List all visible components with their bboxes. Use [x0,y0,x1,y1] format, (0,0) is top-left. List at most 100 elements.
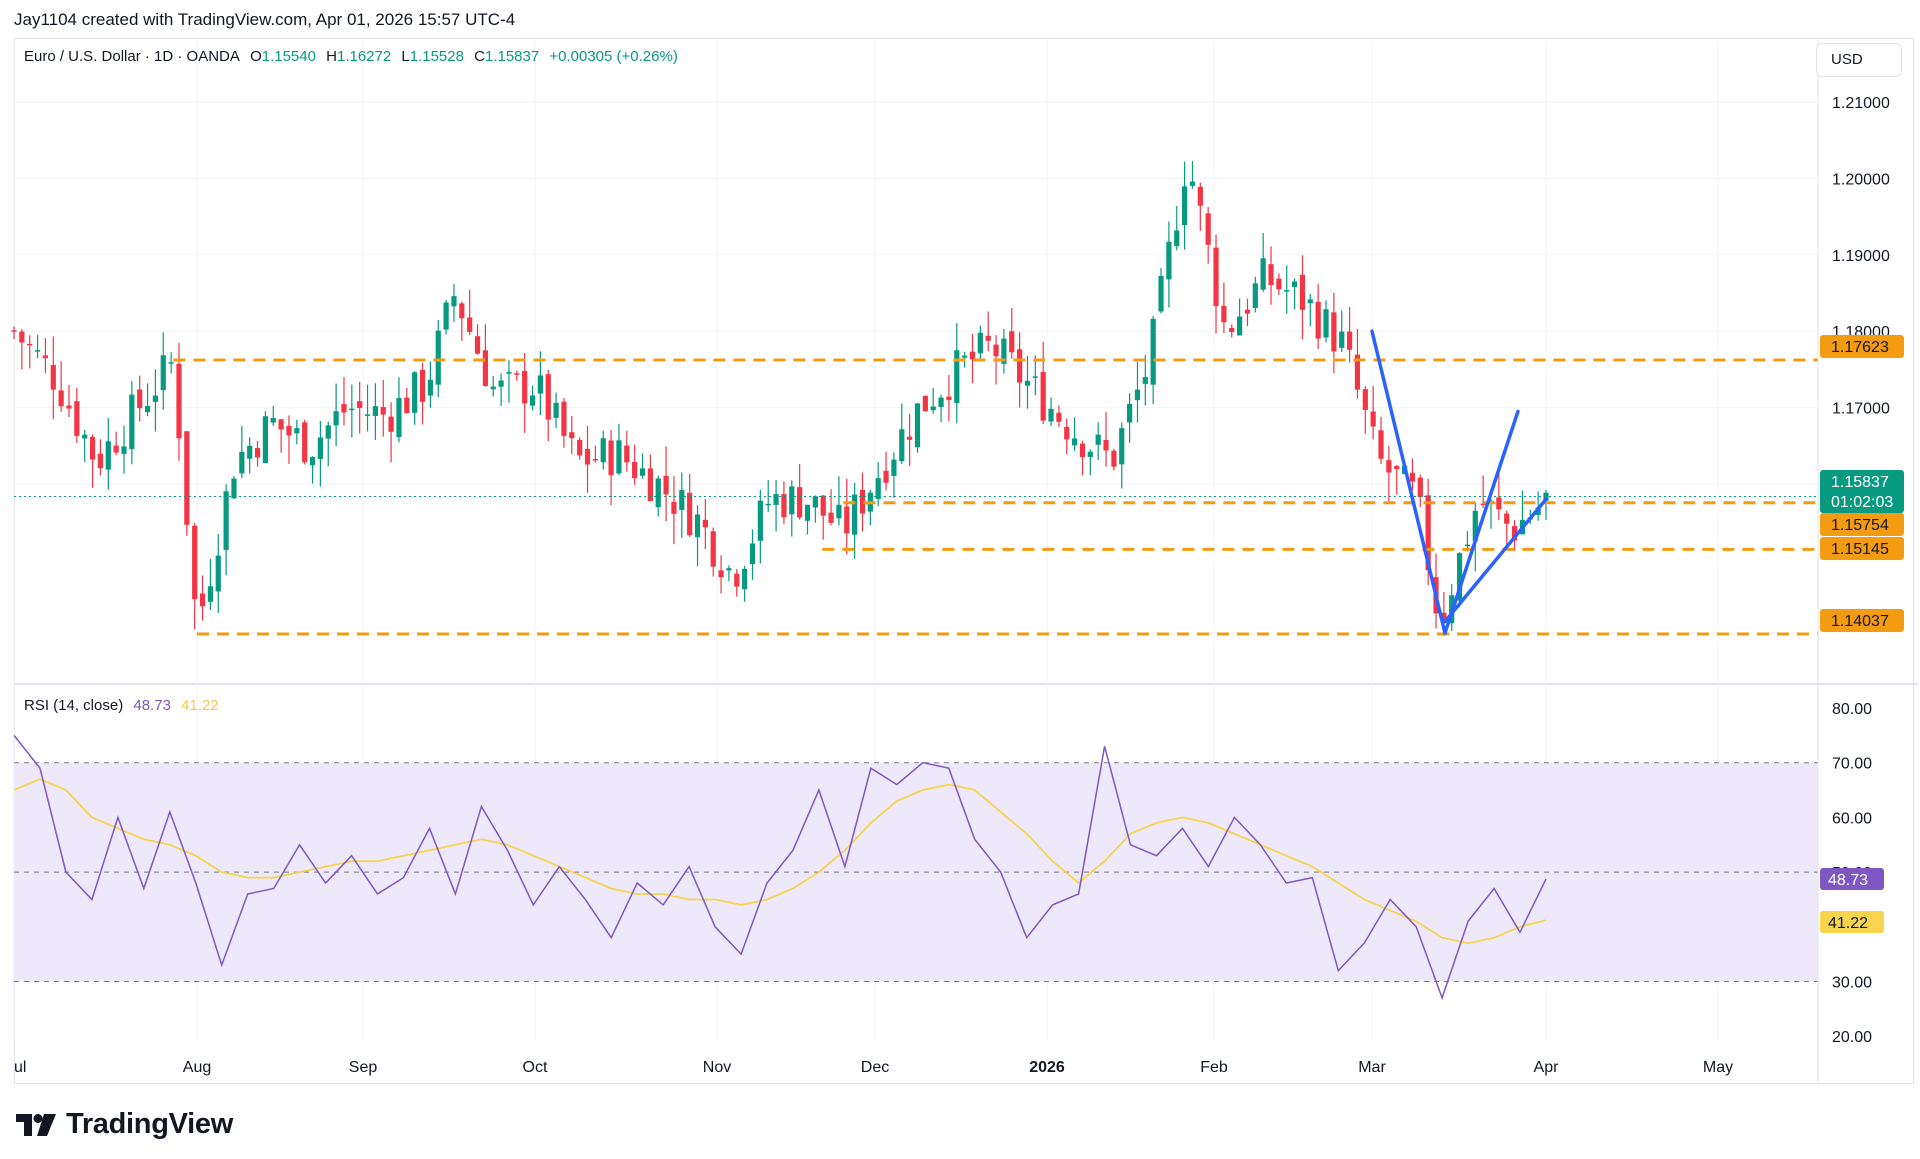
time-tick-label: May [1703,1059,1733,1076]
candle-body [1386,460,1392,473]
time-tick-label: Sep [349,1059,378,1076]
candle-body [553,402,559,418]
candle-body [247,445,253,459]
candle-body [1378,430,1384,459]
candle-body [113,445,119,453]
candle-body [223,491,229,550]
candle-body [443,302,449,330]
candle-body [852,494,858,535]
candle-body [506,371,512,374]
candle-body [1001,338,1007,364]
rsi-title[interactable]: RSI (14, close) [24,697,124,714]
candle-body [765,503,771,506]
candle-body [215,555,221,592]
currency-button[interactable]: USD [1816,43,1902,77]
level-price-tag [1820,609,1904,632]
chart-caption: Jay1104 created with TradingView.com, Ap… [14,10,516,29]
candle-body [718,570,724,578]
candle-body [498,380,504,387]
candle-body [137,389,143,409]
candle-body [1056,412,1062,422]
candle-body [1158,275,1164,312]
trend-line [1443,497,1548,624]
candle-body [294,428,300,434]
candle-body [734,573,740,587]
candle-body [592,458,598,461]
candle-body [1276,278,1282,290]
candle-body [969,351,976,360]
candle-body [828,512,834,523]
candle-body [82,434,88,439]
candle-body [836,504,842,519]
candle-body [427,379,433,396]
rsi-legend: RSI (14, close) 48.73 41.22 [24,697,225,714]
price-legend: Euro / U.S. Dollar · 1D · OANDA O1.15540… [24,48,684,65]
candle-body [66,405,72,409]
open-value: 1.15540 [261,48,316,65]
time-tick-label: Nov [703,1059,731,1076]
candle-body [380,407,386,415]
low-label: L [401,48,410,65]
rsi-ma-line [13,778,1547,945]
rsi-tick-label: 30.00 [1832,975,1872,992]
candle-body [1472,510,1478,542]
candle-body [1354,354,1361,390]
tradingview-logo[interactable]: TradingView [16,1108,233,1141]
candle-body [254,448,261,458]
candle-body [160,355,166,391]
candle-body [207,586,214,602]
candle-body [184,431,190,525]
rsi-value-tag-label: 48.73 [1828,872,1868,889]
candle-body [726,568,732,571]
candle-body [388,416,394,432]
time-tick-label: Mar [1358,1059,1386,1076]
candle-body [624,445,630,463]
candle-body [1456,553,1463,601]
time-tick-label: ul [14,1059,26,1076]
candle-body [789,486,795,515]
time-tick-label: Aug [183,1059,211,1076]
candle-body [1142,377,1148,384]
candle-body [875,478,881,499]
candle-body [152,395,159,402]
candle-body [1087,451,1093,457]
candle-body [1331,312,1337,352]
candle-body [317,437,323,459]
rsi-tick-label: 80.00 [1832,701,1872,718]
level-price-label: 1.15754 [1831,517,1889,534]
candle-body [608,440,614,476]
candle-body [1229,328,1235,332]
candle-body [42,355,49,359]
symbol-label[interactable]: Euro / U.S. Dollar · 1D · OANDA [24,48,240,65]
candle-body [121,446,127,454]
candle-body [105,441,111,470]
candle-body [1496,497,1502,510]
candle-body [1260,258,1266,290]
candle-body [577,439,583,456]
candle-body [930,406,936,411]
candle-body [1111,450,1117,467]
candle-body [946,396,952,401]
candle-body [883,470,889,483]
candle-body [962,355,968,358]
candle-body [89,436,96,460]
candle-body [773,493,779,505]
rsi-value: 48.73 [133,697,171,714]
price-tick-label: 1.21000 [1832,95,1890,112]
candle-body [1307,299,1313,304]
last-price-label: 1.15837 [1831,474,1889,491]
candle-body [1362,389,1368,411]
candle-body [239,451,245,474]
candle-body [1119,428,1125,465]
rsi-tick-label: 70.00 [1832,756,1872,773]
change-value: +0.00305 (+0.26%) [549,48,678,65]
candle-body [490,386,496,390]
candle-body [1150,318,1156,385]
candle-body [1024,380,1031,386]
candle-body [679,489,685,510]
candle-body [1464,544,1471,547]
level-price-tag [1820,513,1904,536]
tradingview-wordmark: TradingView [66,1108,233,1140]
candle-body [820,495,826,516]
